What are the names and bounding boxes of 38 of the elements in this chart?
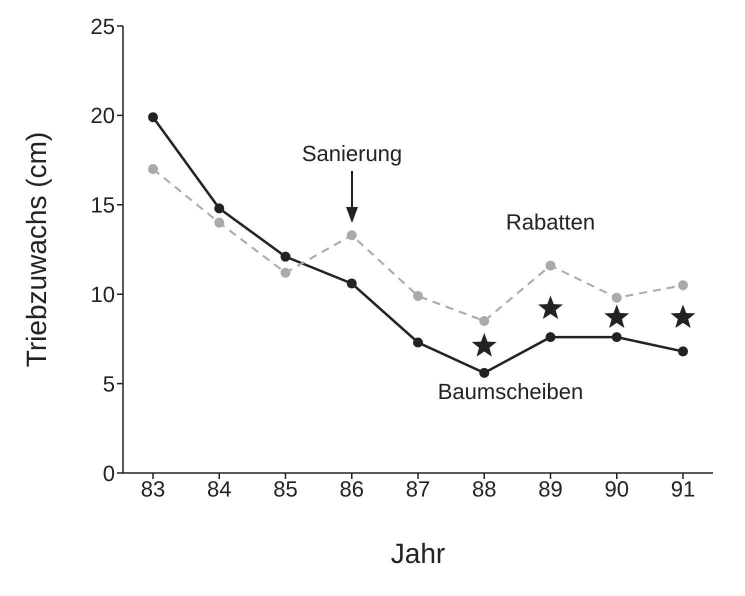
point bbox=[612, 332, 622, 342]
x-tick-label: 87 bbox=[406, 476, 430, 502]
point bbox=[678, 280, 688, 290]
x-axis-title: Jahr bbox=[390, 538, 446, 569]
y-tick-label: 5 bbox=[102, 371, 115, 396]
point bbox=[346, 230, 357, 240]
series-label: Rabatten bbox=[506, 210, 596, 235]
series-label: Baumscheiben bbox=[438, 379, 584, 404]
point bbox=[148, 112, 158, 122]
point bbox=[346, 278, 357, 288]
y-tick-label: 0 bbox=[102, 460, 115, 486]
x-tick-label: 88 bbox=[472, 476, 496, 502]
x-tick-label: 84 bbox=[207, 476, 232, 502]
point bbox=[280, 268, 290, 278]
point bbox=[214, 203, 224, 214]
y-tick-label: 15 bbox=[90, 192, 115, 218]
x-tick-label: 91 bbox=[670, 476, 696, 502]
point bbox=[546, 332, 556, 342]
point bbox=[413, 290, 423, 301]
point bbox=[148, 164, 158, 174]
x-tick-label: 85 bbox=[273, 476, 298, 502]
y-tick-label: 20 bbox=[90, 103, 115, 128]
x-tick-label: 89 bbox=[538, 476, 563, 502]
y-tick-label: 10 bbox=[90, 282, 115, 308]
y-tick-label: 25 bbox=[90, 14, 115, 39]
point bbox=[546, 260, 556, 271]
x-tick-label: 83 bbox=[140, 476, 166, 502]
point bbox=[479, 368, 490, 378]
point bbox=[612, 292, 622, 303]
x-tick-label: 90 bbox=[604, 476, 629, 502]
point bbox=[479, 316, 490, 326]
y-axis-title: Triebzuwachs (cm) bbox=[20, 132, 52, 368]
point bbox=[214, 218, 224, 228]
x-tick-label: 86 bbox=[340, 476, 364, 502]
point bbox=[413, 337, 423, 348]
point bbox=[280, 252, 290, 262]
point bbox=[678, 346, 688, 356]
annotation: Sanierung bbox=[302, 141, 402, 166]
